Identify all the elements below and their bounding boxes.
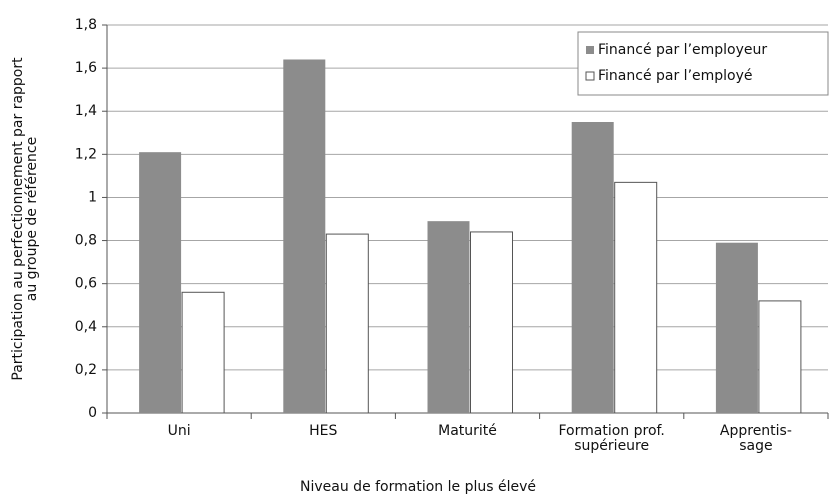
bar [470, 231, 513, 414]
legend-label: Financé par l’employé [598, 68, 753, 84]
x-tick-label: Apprentis-sage [720, 423, 792, 454]
legend-swatch [585, 71, 595, 81]
bar [427, 221, 470, 413]
y-tick-label: 1,6 [75, 60, 97, 76]
y-tick-label: 0,6 [75, 276, 97, 292]
x-tick-label: HES [309, 423, 337, 439]
bar [571, 122, 614, 413]
x-tick-label: Uni [168, 423, 191, 439]
y-tick-label: 1,4 [75, 103, 97, 119]
y-tick-label: 0,2 [75, 362, 97, 378]
x-tick-label: Maturité [438, 423, 497, 439]
y-tick-label: 0,4 [75, 319, 97, 335]
bar [283, 59, 326, 413]
bar [325, 233, 369, 414]
bar [614, 181, 658, 414]
bar [139, 152, 182, 413]
y-axis-title: Participation au perfectionnement par ra… [10, 57, 40, 381]
legend-box [577, 31, 829, 96]
bar [758, 300, 802, 414]
legend-swatch [586, 46, 594, 54]
x-axis-title: Niveau de formation le plus élevé [300, 479, 536, 495]
y-tick-label: 0 [88, 405, 97, 421]
x-tick-label: Formation prof. supérieure [559, 423, 665, 454]
bar [715, 242, 758, 413]
y-tick-label: 0,8 [75, 233, 97, 249]
y-tick-label: 1 [88, 189, 97, 205]
y-tick-label: 1,8 [75, 17, 97, 33]
y-tick-label: 1,2 [75, 146, 97, 162]
bar [181, 291, 225, 414]
legend-label: Financé par l’employeur [598, 42, 767, 58]
